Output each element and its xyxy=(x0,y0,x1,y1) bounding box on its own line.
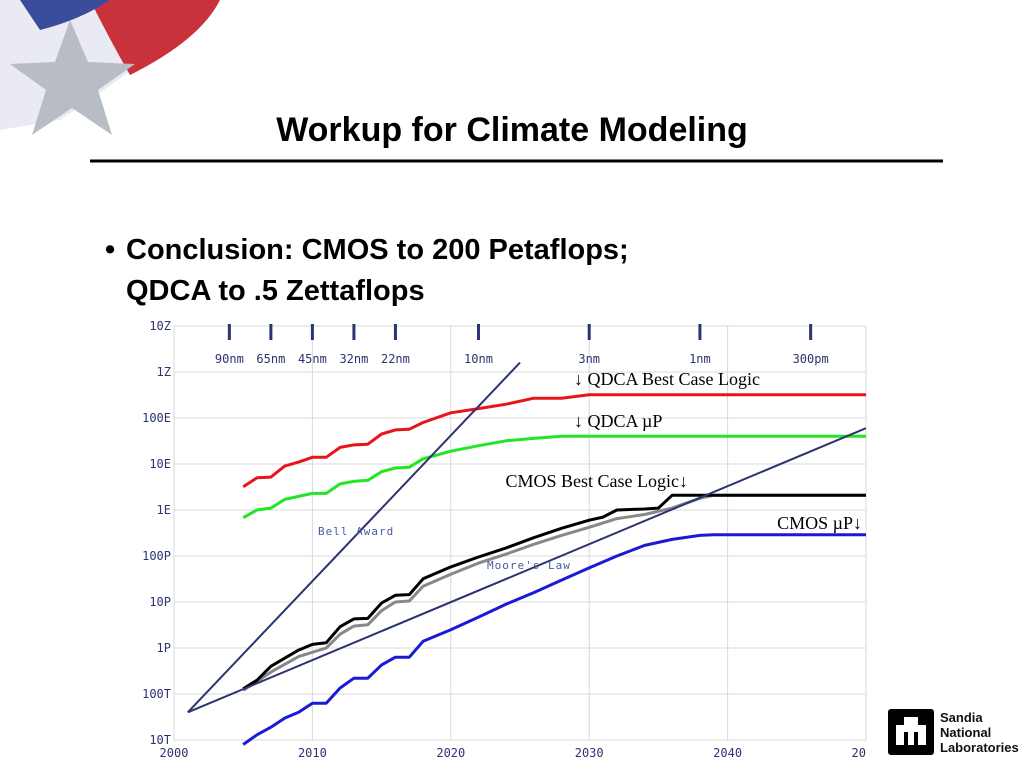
x-tick-label: 20 xyxy=(852,746,866,760)
chart: 10T 100T 1P 10P 100P 1E 10E 100E 1Z 10Z 2000 2010 20… xyxy=(142,319,867,760)
y-tick-label: 100E xyxy=(142,411,171,425)
series-label: Bell Award xyxy=(318,525,394,538)
y-tick-label: 10P xyxy=(149,595,171,609)
x-tick-label: 2020 xyxy=(436,746,465,760)
plot xyxy=(187,361,866,746)
node-label: 65nm xyxy=(256,352,285,366)
logo-text: Sandia xyxy=(940,710,983,725)
slide-title: Workup for Climate Modeling xyxy=(276,111,748,149)
x-tick-label: 2030 xyxy=(575,746,604,760)
y-tick-label: 100P xyxy=(142,549,171,563)
node-label: 45nm xyxy=(298,352,327,366)
node-label: 22nm xyxy=(381,352,410,366)
node-label: 32nm xyxy=(339,352,368,366)
swoosh-blue xyxy=(20,0,110,30)
bullet-dot: • xyxy=(105,234,115,266)
x-tick-label: 2000 xyxy=(160,746,189,760)
trend-line xyxy=(187,427,866,714)
series-label: Moore's Law xyxy=(487,559,571,572)
logo-text: National xyxy=(940,725,991,740)
logo: Sandia National Laboratories xyxy=(888,709,1019,755)
y-tick-label: 1Z xyxy=(157,365,171,379)
series-label: CMOS Best Case Logic↓ xyxy=(506,471,689,491)
series-label: ↓ QDCA Best Case Logic xyxy=(574,369,760,389)
series-label: ↓ QDCA µP xyxy=(574,411,662,431)
y-tick-label: 10Z xyxy=(149,319,171,333)
swoosh-red xyxy=(90,0,220,75)
bullet-line: QDCA to .5 Zettaflops xyxy=(126,275,425,307)
y-tick-label: 1P xyxy=(157,641,171,655)
node-label: 300pm xyxy=(793,352,829,366)
logo-text: Laboratories xyxy=(940,740,1019,755)
series-line xyxy=(242,434,866,520)
y-tick-label: 1E xyxy=(157,503,171,517)
node-label: 90nm xyxy=(215,352,244,366)
series-line xyxy=(242,493,866,691)
x-tick-label: 2010 xyxy=(298,746,327,760)
node-label: 10nm xyxy=(464,352,493,366)
node-label: 3nm xyxy=(578,352,600,366)
series-line xyxy=(242,393,866,489)
bullet-line: Conclusion: CMOS to 200 Petaflops; xyxy=(126,234,629,266)
x-tick-label: 2040 xyxy=(713,746,742,760)
series-line xyxy=(242,493,866,692)
node-label: 1nm xyxy=(689,352,711,366)
series-label: CMOS µP↓ xyxy=(777,513,862,533)
star xyxy=(10,20,135,135)
plot-area xyxy=(174,326,866,740)
y-tick-label: 10E xyxy=(149,457,171,471)
y-tick-label: 100T xyxy=(142,687,171,701)
logo-glyph xyxy=(896,717,926,745)
decoration xyxy=(0,0,220,135)
trend-line xyxy=(187,361,521,713)
series-line xyxy=(242,533,866,746)
y-tick-label: 10T xyxy=(149,733,171,747)
